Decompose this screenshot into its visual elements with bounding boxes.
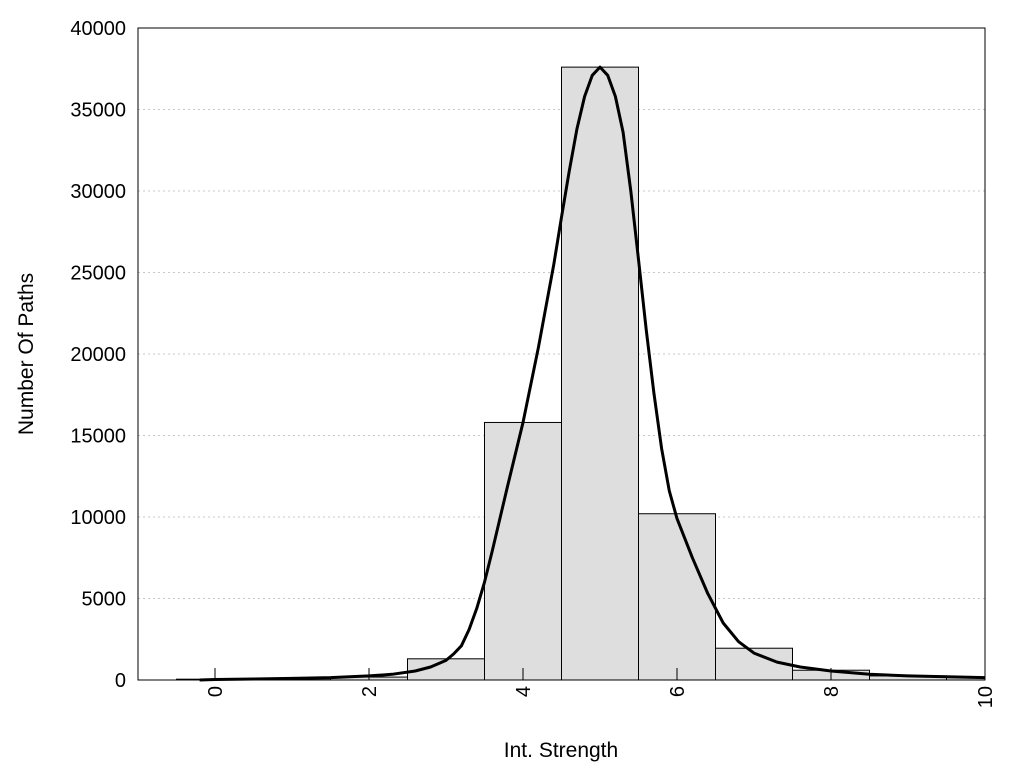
x-axis-label: Int. Strength — [504, 739, 618, 762]
x-tick-label: 0 — [205, 686, 227, 697]
y-tick-label: 5000 — [82, 589, 127, 611]
y-tick-label: 35000 — [70, 100, 126, 122]
y-tick-label: 40000 — [70, 18, 126, 40]
x-tick-label: 4 — [513, 686, 535, 697]
y-tick-label: 10000 — [70, 507, 126, 529]
bar — [638, 513, 716, 681]
y-tick-label: 0 — [115, 670, 126, 692]
y-axis-label: Number Of Paths — [15, 273, 38, 435]
bar — [484, 421, 562, 681]
plot-frame — [137, 27, 986, 681]
y-tick-label: 25000 — [70, 263, 126, 285]
y-tick-label: 15000 — [70, 426, 126, 448]
x-tick-label: 6 — [667, 686, 689, 697]
grid-lines — [138, 109, 985, 599]
y-tick-label: 20000 — [70, 344, 126, 366]
fit-curve — [199, 65, 986, 682]
y-tick-label: 30000 — [70, 181, 126, 203]
x-tick-label: 2 — [359, 686, 381, 697]
x-tick-label: 10 — [975, 686, 997, 708]
x-axis-ticks: 0 2 4 6 8 10 — [205, 668, 997, 708]
y-axis-ticks: 0 5000 10000 15000 20000 25000 30000 35000 40000 — [70, 18, 126, 692]
bars — [176, 66, 986, 681]
bar — [561, 66, 639, 681]
x-tick-label: 8 — [821, 686, 843, 697]
